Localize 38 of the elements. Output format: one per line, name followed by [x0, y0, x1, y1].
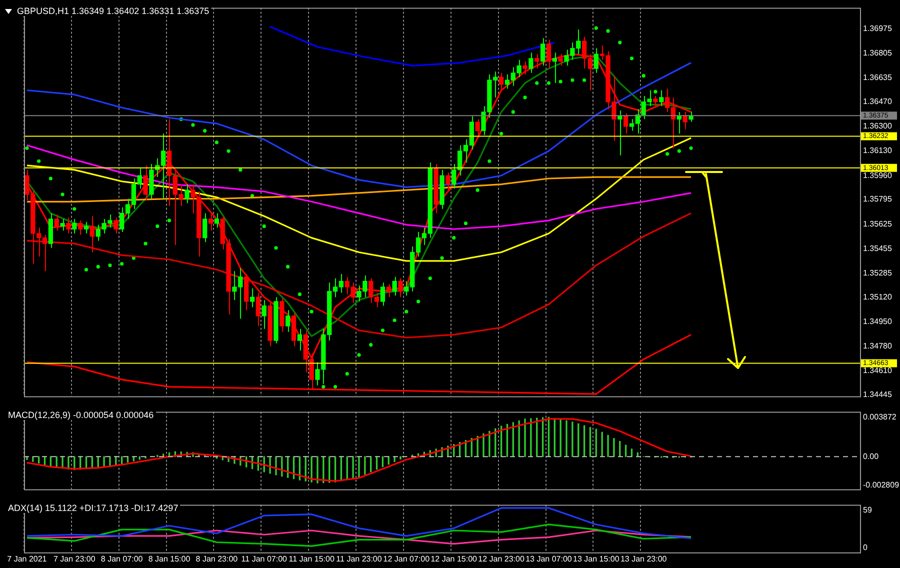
x-tick-label: 11 Jan 07:00: [241, 554, 288, 564]
y-tick-label: 1.36805: [863, 48, 892, 58]
y-tick-label: 59: [863, 506, 872, 515]
chart-title: ADX(14) 15.1122 +DI:17.1713 -DI:17.4297: [6, 503, 180, 513]
x-tick-label: 12 Jan 15:00: [430, 554, 478, 564]
x-tick-label: 12 Jan 07:00: [383, 554, 430, 564]
x-tick-label: 13 Jan 07:00: [526, 554, 572, 564]
y-tick-label: 1.34610: [863, 366, 892, 376]
y-tick-label: -0.002809: [863, 480, 900, 490]
y-tick-label: 1.35795: [863, 194, 892, 204]
y-tick-label: 1.34445: [863, 390, 892, 399]
y-tick-label: 1.36130: [863, 146, 892, 156]
x-tick-label: 8 Jan 15:00: [148, 554, 191, 564]
x-tick-label: 13 Jan 15:00: [573, 554, 620, 564]
chart-title: GBPUSD,H1 1.36349 1.36402 1.36331 1.36375: [15, 6, 212, 16]
x-tick-label: 8 Jan 23:00: [196, 554, 238, 564]
y-tick-label: 1.35285: [863, 268, 892, 278]
y-tick-label: 0.00: [863, 452, 880, 461]
x-tick-label: 7 Jan 23:00: [53, 554, 96, 564]
x-tick-label: 12 Jan 23:00: [478, 554, 525, 564]
x-tick-label: 11 Jan 23:00: [336, 554, 382, 564]
x-tick-label: 7 Jan 2021: [7, 554, 48, 564]
y-tick-label: 1.36470: [863, 97, 892, 106]
y-tick-label: 1.35120: [863, 292, 892, 302]
y-tick-label: 0: [863, 543, 868, 552]
y-tick-label: 1.35960: [863, 170, 892, 180]
y-tick-label: 1.35625: [863, 219, 892, 228]
y-tick-label: 1.34950: [863, 316, 892, 326]
y-tick-label: 1.35455: [863, 244, 892, 253]
y-tick-label: 1.36300: [863, 122, 892, 131]
y-tick-label: 1.36975: [863, 24, 892, 33]
x-tick-label: 11 Jan 15:00: [288, 554, 335, 564]
x-tick-label: 13 Jan 23:00: [620, 554, 668, 564]
y-tick-label: 1.34780: [863, 341, 892, 350]
y-tick-label: 0.003872: [863, 412, 897, 422]
y-tick-label: 1.36635: [863, 73, 892, 82]
chart-title: MACD(12,26,9) -0.000054 0.000046: [6, 410, 156, 420]
x-tick-label: 8 Jan 07:00: [100, 554, 144, 564]
